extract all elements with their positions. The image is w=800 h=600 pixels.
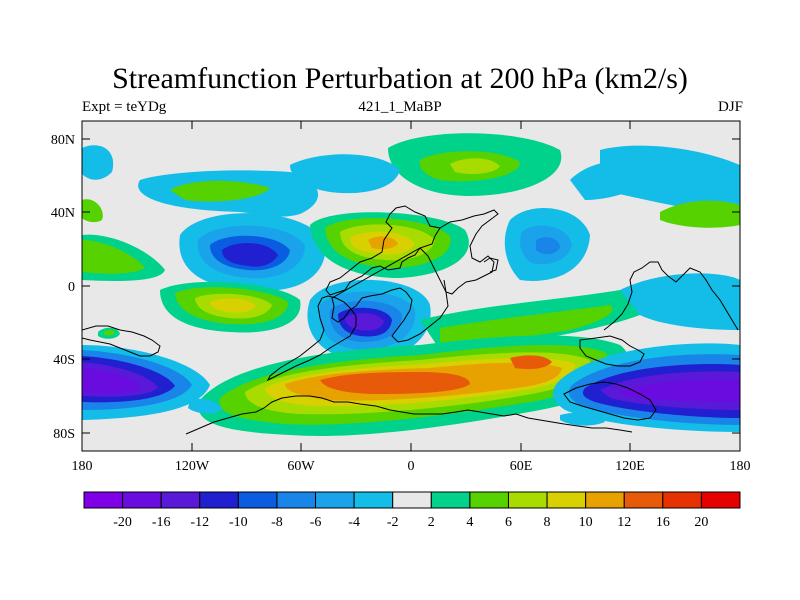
latitude-labels: 80N 40N 0 40S 80S bbox=[51, 133, 75, 442]
colorbar-label: -12 bbox=[190, 515, 209, 530]
latitude-label: 40N bbox=[51, 206, 75, 221]
contour-low-southeast bbox=[553, 343, 740, 432]
coastline-greenland bbox=[483, 257, 499, 273]
coastline-pacific-islands bbox=[82, 325, 161, 357]
contour-low-east-north bbox=[504, 208, 590, 281]
latitude-label: 0 bbox=[68, 280, 75, 295]
season-label: DJF bbox=[717, 99, 743, 115]
colorbar-swatch bbox=[700, 491, 741, 509]
colorbar-swatch bbox=[507, 491, 548, 509]
colorbar-swatch bbox=[662, 491, 702, 509]
colorbar: -20 -16 -12 -10 -8 -6 -4 -2 2 4 6 8 10 12 16 20 bbox=[83, 491, 741, 530]
coastline-asia-east bbox=[603, 261, 739, 331]
colorbar-label: 20 bbox=[694, 515, 708, 530]
longitude-label: 180 bbox=[72, 459, 93, 474]
contour-southern-high-band bbox=[198, 335, 630, 436]
colorbar-label: -4 bbox=[348, 515, 360, 530]
coastline-indo bbox=[579, 335, 645, 367]
longitude-label: 180 bbox=[730, 459, 751, 474]
colorbar-swatch bbox=[623, 491, 664, 509]
longitude-label: 120W bbox=[175, 459, 210, 474]
contour-low-west bbox=[179, 213, 326, 291]
colorbar-label: -20 bbox=[113, 515, 132, 530]
colorbar-swatch bbox=[392, 491, 432, 509]
colorbar-label: -16 bbox=[152, 515, 171, 530]
colorbar-swatch bbox=[199, 491, 239, 509]
coastline-europe-africa bbox=[325, 205, 441, 296]
coastline-south-america bbox=[266, 295, 357, 382]
coastline-arabia bbox=[439, 209, 499, 295]
contour-left-green bbox=[82, 234, 165, 281]
colorbar-label: -2 bbox=[387, 515, 399, 530]
coastline-antarctica bbox=[185, 395, 633, 435]
colorbar-swatch bbox=[469, 491, 509, 509]
colorbar-swatch bbox=[83, 491, 124, 509]
contour-low-southwest bbox=[82, 345, 210, 420]
colorbar-label: 2 bbox=[428, 515, 435, 530]
contour-high-north bbox=[310, 212, 469, 278]
latitude-label: 40S bbox=[53, 353, 75, 368]
contour-polar-blobs bbox=[188, 398, 605, 426]
colorbar-label: -10 bbox=[229, 515, 248, 530]
contour-small-green bbox=[98, 327, 120, 339]
colorbar-swatch bbox=[276, 491, 317, 509]
contour-high-southwest bbox=[160, 281, 301, 333]
run-id-label: 421_1_MaBP bbox=[358, 99, 442, 115]
contour-field bbox=[82, 133, 740, 436]
colorbar-label: 8 bbox=[544, 515, 551, 530]
colorbar-label: 6 bbox=[505, 515, 512, 530]
colorbar-label: -8 bbox=[271, 515, 283, 530]
colorbar-swatch bbox=[546, 491, 587, 509]
longitude-labels: 180 120W 60W 0 60E 120E 180 bbox=[72, 459, 751, 474]
latitude-label: 80N bbox=[51, 133, 75, 148]
colorbar-swatch bbox=[430, 491, 471, 509]
experiment-label: Expt = teYDg bbox=[82, 99, 167, 115]
colorbar-swatch bbox=[315, 491, 355, 509]
coastlines bbox=[82, 205, 739, 435]
colorbar-label: 4 bbox=[466, 515, 473, 530]
latitude-label: 80S bbox=[53, 427, 75, 442]
longitude-label: 60E bbox=[510, 459, 533, 474]
contour-north-blue bbox=[82, 145, 740, 228]
coastline-africa-south bbox=[331, 247, 449, 343]
map-title: Streamfunction Perturbation at 200 hPa (… bbox=[112, 62, 688, 95]
colorbar-swatch bbox=[353, 491, 394, 509]
colorbar-swatch bbox=[585, 491, 625, 509]
contour-north-green bbox=[388, 133, 562, 196]
colorbar-label: -6 bbox=[310, 515, 322, 530]
longitude-label: 60W bbox=[287, 459, 315, 474]
colorbar-label: 16 bbox=[656, 515, 670, 530]
colorbar-swatch bbox=[237, 491, 278, 509]
colorbar-label: 12 bbox=[617, 515, 631, 530]
axis-ticks bbox=[81, 121, 741, 451]
longitude-label: 0 bbox=[408, 459, 415, 474]
colorbar-swatch bbox=[160, 491, 201, 509]
contour-low-center bbox=[307, 279, 431, 360]
longitude-label: 120E bbox=[615, 459, 645, 474]
colorbar-label: 10 bbox=[579, 515, 593, 530]
coastline-australia bbox=[563, 381, 657, 421]
colorbar-swatch bbox=[122, 491, 162, 509]
